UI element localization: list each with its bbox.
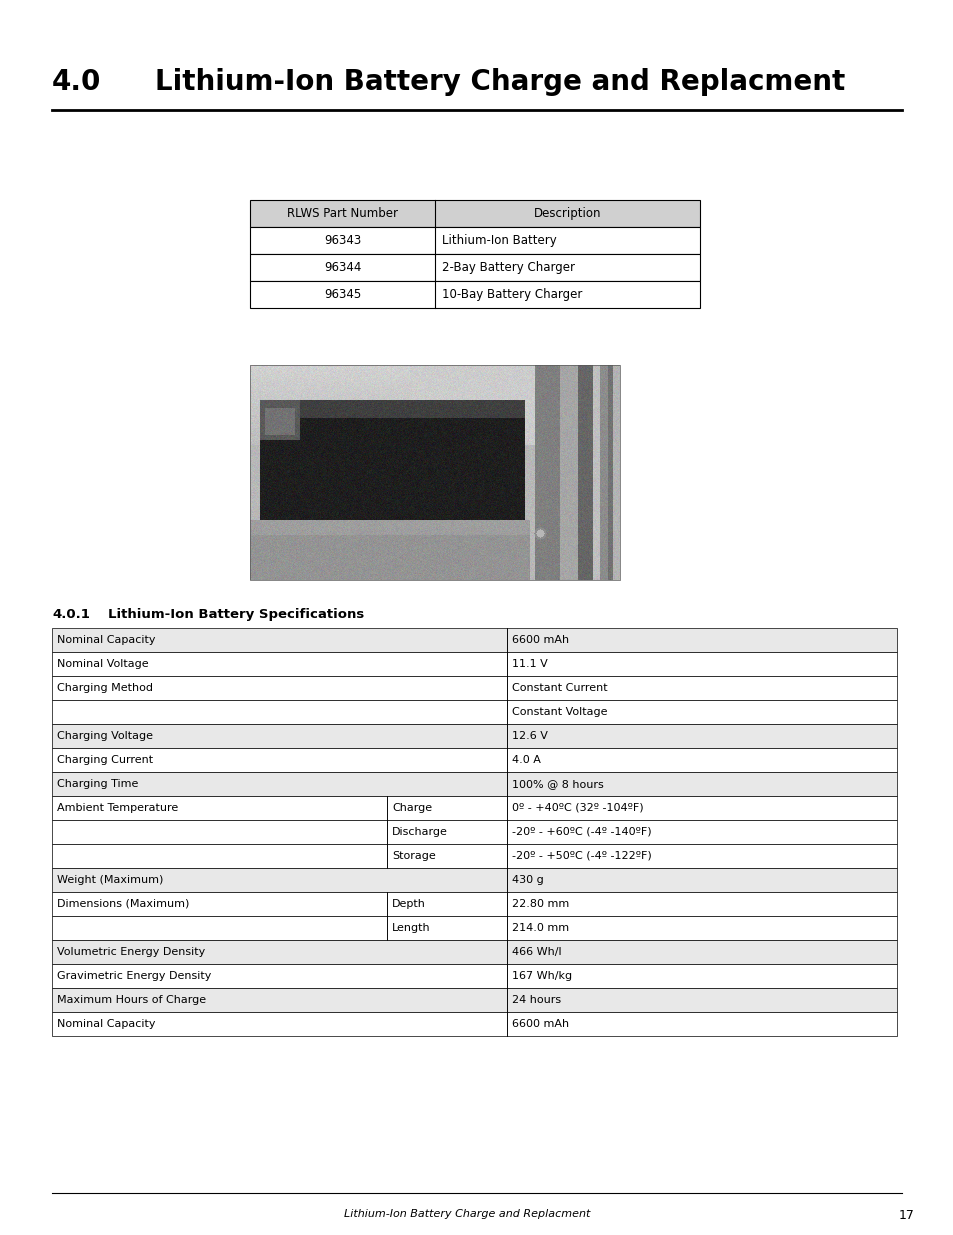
Bar — [506, 772, 896, 797]
Bar — [52, 988, 506, 1011]
Bar — [506, 940, 896, 965]
Bar — [506, 629, 896, 652]
Text: Discharge: Discharge — [392, 827, 447, 837]
Bar — [52, 700, 506, 724]
Bar — [506, 700, 896, 724]
Text: Nominal Capacity: Nominal Capacity — [57, 1019, 155, 1029]
Text: 11.1 V: 11.1 V — [512, 659, 547, 669]
Bar — [387, 892, 506, 916]
Bar — [506, 892, 896, 916]
Bar — [52, 652, 506, 676]
Text: Charging Method: Charging Method — [57, 683, 152, 693]
Text: Dimensions (Maximum): Dimensions (Maximum) — [57, 899, 190, 909]
Text: Volumetric Energy Density: Volumetric Energy Density — [57, 947, 205, 957]
Bar — [52, 772, 506, 797]
Text: Maximum Hours of Charge: Maximum Hours of Charge — [57, 995, 206, 1005]
Bar — [250, 282, 700, 308]
Bar — [506, 916, 896, 940]
Text: Length: Length — [392, 923, 430, 932]
Text: 96344: 96344 — [323, 261, 361, 274]
Bar — [52, 916, 387, 940]
Text: Charging Current: Charging Current — [57, 755, 153, 764]
Bar — [506, 724, 896, 748]
Text: 4.0 A: 4.0 A — [512, 755, 540, 764]
Text: Storage: Storage — [392, 851, 436, 861]
Text: Weight (Maximum): Weight (Maximum) — [57, 876, 163, 885]
Bar — [387, 916, 506, 940]
Bar — [52, 724, 506, 748]
Bar — [506, 820, 896, 844]
Text: 6600 mAh: 6600 mAh — [512, 1019, 569, 1029]
Bar — [52, 892, 387, 916]
Text: 430 g: 430 g — [512, 876, 543, 885]
Text: Lithium-Ion Battery: Lithium-Ion Battery — [441, 233, 557, 247]
Text: Description: Description — [533, 207, 600, 220]
Text: 466 Wh/l: 466 Wh/l — [512, 947, 561, 957]
Text: -20º - +60ºC (-4º -140ºF): -20º - +60ºC (-4º -140ºF) — [512, 827, 651, 837]
Text: 96345: 96345 — [323, 288, 361, 301]
Text: 100% @ 8 hours: 100% @ 8 hours — [512, 779, 603, 789]
Bar — [506, 797, 896, 820]
Bar — [52, 748, 506, 772]
Bar — [52, 940, 506, 965]
Bar — [250, 366, 619, 580]
Text: 17: 17 — [898, 1209, 914, 1221]
Bar — [52, 676, 506, 700]
Text: Nominal Voltage: Nominal Voltage — [57, 659, 149, 669]
Bar — [506, 844, 896, 868]
Text: Ambient Temperature: Ambient Temperature — [57, 803, 178, 813]
Text: Lithium-Ion Battery Charge and Replacment: Lithium-Ion Battery Charge and Replacmen… — [154, 68, 844, 96]
Text: Gravimetric Energy Density: Gravimetric Energy Density — [57, 971, 212, 981]
Text: Depth: Depth — [392, 899, 425, 909]
Bar — [506, 676, 896, 700]
Text: -20º - +50ºC (-4º -122ºF): -20º - +50ºC (-4º -122ºF) — [512, 851, 651, 861]
Text: Charging Time: Charging Time — [57, 779, 138, 789]
Bar — [52, 965, 506, 988]
Text: RLWS Part Number: RLWS Part Number — [287, 207, 397, 220]
Text: Charge: Charge — [392, 803, 432, 813]
Text: 214.0 mm: 214.0 mm — [512, 923, 569, 932]
Bar — [506, 652, 896, 676]
Text: 22.80 mm: 22.80 mm — [512, 899, 569, 909]
Text: Lithium-Ion Battery Specifications: Lithium-Ion Battery Specifications — [108, 608, 364, 621]
Bar — [387, 797, 506, 820]
Bar — [250, 227, 700, 254]
Bar — [52, 844, 387, 868]
Text: 96343: 96343 — [323, 233, 361, 247]
Text: Lithium-Ion Battery Charge and Replacment: Lithium-Ion Battery Charge and Replacmen… — [343, 1209, 590, 1219]
Text: 6600 mAh: 6600 mAh — [512, 635, 569, 645]
Text: 24 hours: 24 hours — [512, 995, 560, 1005]
Bar — [52, 1011, 506, 1036]
Text: 4.0.1: 4.0.1 — [52, 608, 90, 621]
Bar — [52, 820, 387, 844]
Text: 0º - +40ºC (32º -104ºF): 0º - +40ºC (32º -104ºF) — [512, 803, 643, 813]
Bar — [506, 988, 896, 1011]
Text: 10-Bay Battery Charger: 10-Bay Battery Charger — [441, 288, 581, 301]
Bar — [250, 200, 700, 227]
Text: Constant Current: Constant Current — [512, 683, 607, 693]
Text: 2-Bay Battery Charger: 2-Bay Battery Charger — [441, 261, 575, 274]
Text: 167 Wh/kg: 167 Wh/kg — [512, 971, 572, 981]
Bar — [387, 820, 506, 844]
Text: Charging Voltage: Charging Voltage — [57, 731, 152, 741]
Bar — [52, 868, 506, 892]
Text: 4.0: 4.0 — [52, 68, 101, 96]
Text: Constant Voltage: Constant Voltage — [512, 706, 607, 718]
Text: Nominal Capacity: Nominal Capacity — [57, 635, 155, 645]
Bar — [506, 965, 896, 988]
Bar — [387, 844, 506, 868]
Bar — [250, 254, 700, 282]
Bar — [52, 797, 387, 820]
Bar — [52, 629, 506, 652]
Bar — [506, 868, 896, 892]
Text: 12.6 V: 12.6 V — [512, 731, 547, 741]
Bar — [506, 748, 896, 772]
Bar — [506, 1011, 896, 1036]
